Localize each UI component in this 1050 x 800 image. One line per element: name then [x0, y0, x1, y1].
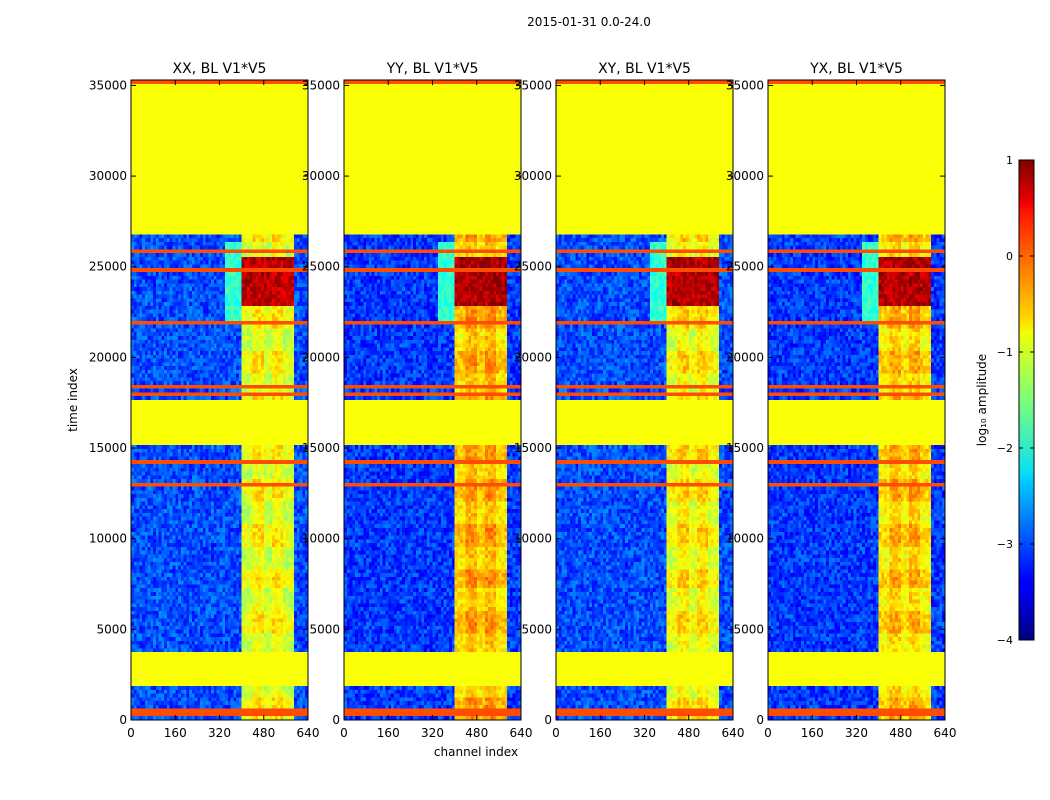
panel-title: YX, BL V1*V5 — [809, 61, 903, 77]
x-tick-label: 640 — [297, 726, 320, 740]
y-tick-label: 15000 — [89, 441, 127, 455]
y-tick-label: 20000 — [89, 350, 127, 364]
x-tick-label: 320 — [845, 726, 868, 740]
panel-2: YY, BL V1*V5 0 160 320 480 640 0 5000 10000 15000… — [302, 61, 533, 740]
y-tick-label: 25000 — [726, 260, 764, 274]
heatmap-image — [556, 80, 733, 720]
y-tick-label: 25000 — [89, 260, 127, 274]
colorbar-tick-label: −4 — [997, 634, 1013, 647]
panel-1: XX, BL V1*V5 0 160 320 480 640 0 5000 10000 15000… — [89, 61, 320, 740]
panel-4: YX, BL V1*V5 0 160 320 480 640 0 5000 10000 15000… — [726, 61, 957, 740]
x-tick-label: 320 — [208, 726, 231, 740]
heatmap-image — [768, 80, 945, 720]
x-tick-label: 320 — [633, 726, 656, 740]
y-tick-label: 0 — [756, 713, 764, 727]
colorbar-gradient — [1018, 159, 1035, 641]
colorbar-tick-label: −1 — [997, 346, 1013, 359]
colorbar-tick-label: −3 — [997, 538, 1013, 551]
y-tick-label: 25000 — [514, 260, 552, 274]
panels: XX, BL V1*V5 0 160 320 480 640 0 5000 10000 15000… — [89, 61, 957, 740]
x-tick-label: 320 — [421, 726, 444, 740]
y-tick-label: 30000 — [514, 169, 552, 183]
panel-title: YY, BL V1*V5 — [386, 61, 479, 77]
panel-title: XY, BL V1*V5 — [598, 61, 691, 77]
y-tick-label: 10000 — [302, 532, 340, 546]
heatmap-canvas — [131, 80, 308, 720]
y-tick-label: 5000 — [96, 622, 127, 636]
x-axis-label: channel index — [434, 745, 518, 759]
heatmap-image — [344, 80, 521, 720]
y-tick-label: 0 — [119, 713, 127, 727]
y-tick-label: 15000 — [726, 441, 764, 455]
colorbar-tick-label: −2 — [997, 442, 1013, 455]
y-tick-label: 15000 — [514, 441, 552, 455]
x-tick-label: 640 — [510, 726, 533, 740]
colorbar-label: log₁₀ amplitude — [975, 354, 989, 446]
heatmap-canvas — [344, 80, 521, 720]
x-tick-label: 0 — [340, 726, 348, 740]
y-tick-label: 10000 — [726, 532, 764, 546]
y-tick-label: 0 — [332, 713, 340, 727]
x-tick-label: 160 — [377, 726, 400, 740]
x-tick-label: 480 — [677, 726, 700, 740]
heatmap-canvas — [556, 80, 733, 720]
x-tick-label: 480 — [465, 726, 488, 740]
heatmap-canvas — [768, 80, 945, 720]
y-tick-label: 35000 — [514, 78, 552, 92]
y-tick-label: 20000 — [302, 350, 340, 364]
panel-title: XX, BL V1*V5 — [173, 61, 267, 77]
x-tick-label: 480 — [889, 726, 912, 740]
y-tick-label: 35000 — [89, 78, 127, 92]
heatmap-image — [131, 80, 308, 720]
y-tick-label: 30000 — [726, 169, 764, 183]
x-tick-label: 160 — [589, 726, 612, 740]
y-axis-label: time index — [66, 368, 80, 432]
x-tick-label: 0 — [764, 726, 772, 740]
suptitle: 2015-01-31 0.0-24.0 — [527, 15, 651, 29]
y-tick-label: 30000 — [89, 169, 127, 183]
colorbar-ticks: 1 0 −1 −2 −3 −4 — [997, 154, 1034, 647]
y-tick-label: 10000 — [514, 532, 552, 546]
y-tick-label: 5000 — [309, 622, 340, 636]
y-tick-label: 35000 — [302, 78, 340, 92]
y-tick-label: 5000 — [733, 622, 764, 636]
colorbar-tick-label: 0 — [1006, 250, 1013, 263]
x-tick-label: 160 — [164, 726, 187, 740]
y-tick-label: 20000 — [726, 350, 764, 364]
y-tick-label: 0 — [544, 713, 552, 727]
y-tick-label: 10000 — [89, 532, 127, 546]
panel-3: XY, BL V1*V5 0 160 320 480 640 0 5000 10000 15000… — [514, 61, 745, 740]
y-tick-label: 5000 — [521, 622, 552, 636]
x-tick-label: 0 — [552, 726, 560, 740]
colorbar: 1 0 −1 −2 −3 −4 log₁₀ amplitude — [975, 154, 1035, 647]
x-tick-label: 160 — [801, 726, 824, 740]
y-tick-label: 20000 — [514, 350, 552, 364]
colorbar-tick-label: 1 — [1006, 154, 1013, 167]
x-tick-label: 640 — [934, 726, 957, 740]
x-tick-label: 640 — [722, 726, 745, 740]
y-tick-label: 15000 — [302, 441, 340, 455]
y-tick-label: 30000 — [302, 169, 340, 183]
y-tick-label: 25000 — [302, 260, 340, 274]
x-tick-label: 0 — [127, 726, 135, 740]
x-tick-label: 480 — [252, 726, 275, 740]
y-tick-label: 35000 — [726, 78, 764, 92]
